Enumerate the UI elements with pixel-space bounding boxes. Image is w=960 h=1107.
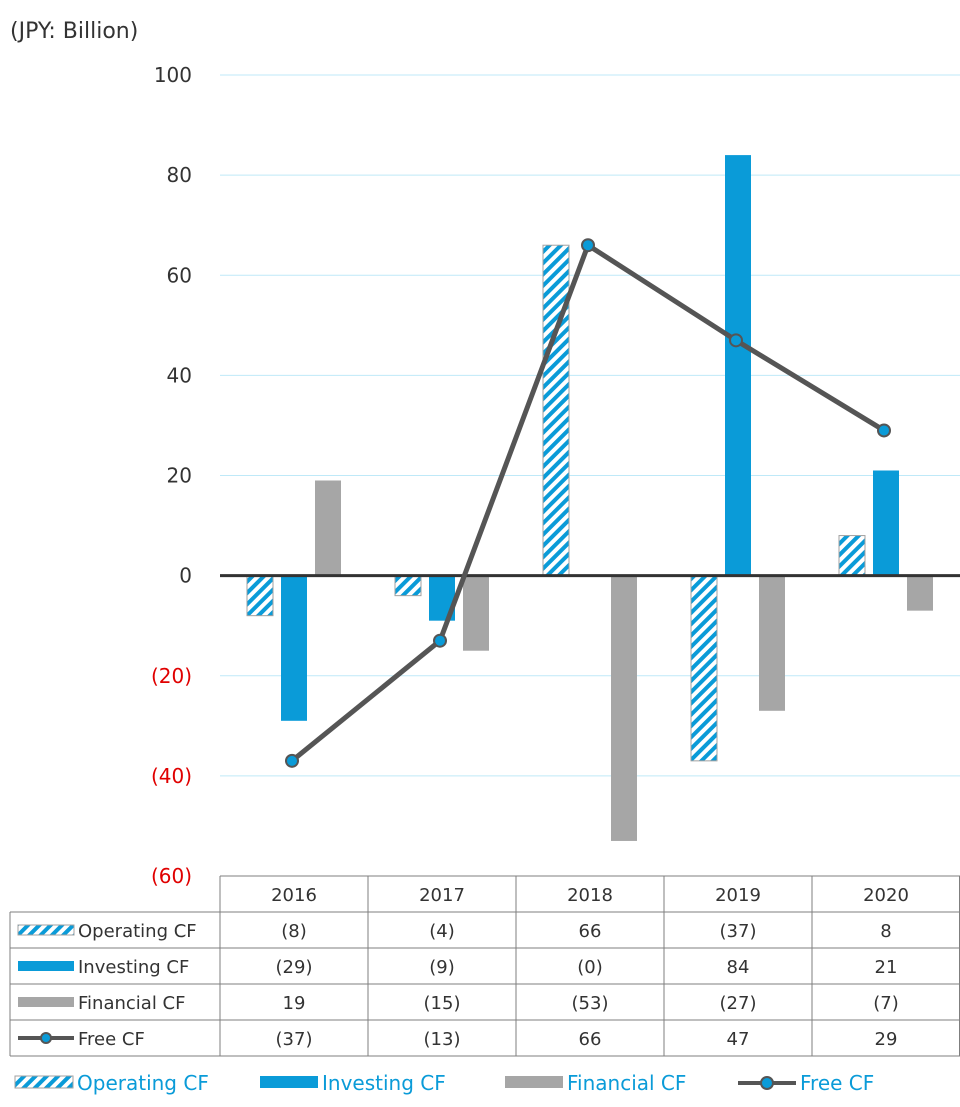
- gridlines: [220, 74, 960, 777]
- table-cell: 29: [875, 1029, 898, 1050]
- financial-cf-bar: [463, 575, 489, 651]
- investing-cf-bar: [725, 155, 751, 576]
- operating-cf-bar: [838, 535, 866, 577]
- legend-marker: [760, 1076, 774, 1090]
- table-cell: (7): [873, 993, 899, 1014]
- financial-cf-key: [18, 997, 74, 1007]
- free-cf-line: [290, 242, 886, 763]
- table-cell: (37): [276, 1029, 313, 1050]
- table-cell: 66: [579, 1029, 602, 1050]
- operating-cf-bar: [394, 575, 422, 597]
- y-tick-label: (60): [151, 864, 192, 888]
- operating-cf-bar: [690, 575, 718, 762]
- table-cell: (8): [281, 921, 307, 942]
- table-cell: 21: [875, 957, 898, 978]
- free-cf-key-marker: [40, 1032, 52, 1044]
- table-cell: (4): [429, 921, 455, 942]
- y-tick-label: 100: [154, 63, 192, 87]
- free-cf-point: [285, 753, 299, 768]
- category-label: 2018: [567, 885, 613, 906]
- y-tick-label: (20): [151, 664, 192, 688]
- category-label: 2016: [271, 885, 317, 906]
- table-cell: 84: [727, 957, 750, 978]
- legend-label: Financial CF: [567, 1071, 686, 1095]
- free-cf-point: [729, 333, 743, 348]
- operating-cf-key: [17, 924, 75, 936]
- table-row-label: Free CF: [78, 1029, 145, 1050]
- table-cell: 19: [283, 993, 306, 1014]
- legend-swatch: [505, 1076, 563, 1088]
- table-cell: (13): [424, 1029, 461, 1050]
- unit-label: (JPY: Billion): [10, 19, 138, 44]
- y-tick-label: 60: [167, 263, 192, 287]
- data-table: 2016 2017 2018 2019 2020 Operating CF (8) (4) 66…: [9, 875, 960, 1057]
- free-cf-point: [877, 423, 891, 438]
- category-label: 2019: [715, 885, 761, 906]
- bars: [220, 155, 960, 841]
- y-tick-label: 80: [167, 163, 192, 187]
- operating-cf-bar: [542, 244, 570, 577]
- table-cell: (0): [577, 957, 603, 978]
- table-cell: 8: [880, 921, 891, 942]
- table-row-label: Investing CF: [78, 957, 189, 978]
- y-tick-label: 0: [179, 564, 192, 588]
- table-cell: (9): [429, 957, 455, 978]
- financial-cf-bar: [907, 575, 933, 611]
- free-cf-point: [433, 633, 447, 648]
- y-tick-label: (40): [151, 764, 192, 788]
- table-cell: (15): [424, 993, 461, 1014]
- table-cell: (37): [720, 921, 757, 942]
- category-label: 2020: [863, 885, 909, 906]
- table-cell: (29): [276, 957, 313, 978]
- investing-cf-key: [18, 961, 74, 971]
- legend-label: Operating CF: [77, 1071, 209, 1095]
- legend-swatch: [260, 1076, 318, 1088]
- category-label: 2017: [419, 885, 465, 906]
- investing-cf-bar: [873, 470, 899, 576]
- investing-cf-bar: [281, 575, 307, 721]
- table-row-label: Operating CF: [78, 921, 197, 942]
- financial-cf-bar: [315, 480, 341, 576]
- legend: Operating CF Investing CF Financial CF Free…: [14, 1071, 874, 1095]
- table-cell: 66: [579, 921, 602, 942]
- free-cf-line-series: [285, 238, 891, 768]
- y-tick-label: 20: [167, 464, 192, 488]
- free-cf-point: [581, 238, 595, 253]
- financial-cf-bar: [759, 575, 785, 711]
- legend-label: Free CF: [800, 1071, 874, 1095]
- table-cell: (53): [572, 993, 609, 1014]
- y-tick-label: 40: [167, 363, 192, 387]
- table-cell: (27): [720, 993, 757, 1014]
- table-cell: 47: [727, 1029, 750, 1050]
- financial-cf-bar: [611, 575, 637, 841]
- operating-cf-bar: [246, 575, 274, 617]
- legend-label: Investing CF: [322, 1071, 446, 1095]
- legend-swatch: [14, 1075, 74, 1089]
- y-axis-ticks: 100 80 60 40 20 0 (20) (40) (60): [151, 63, 192, 888]
- table-row-label: Financial CF: [78, 993, 185, 1014]
